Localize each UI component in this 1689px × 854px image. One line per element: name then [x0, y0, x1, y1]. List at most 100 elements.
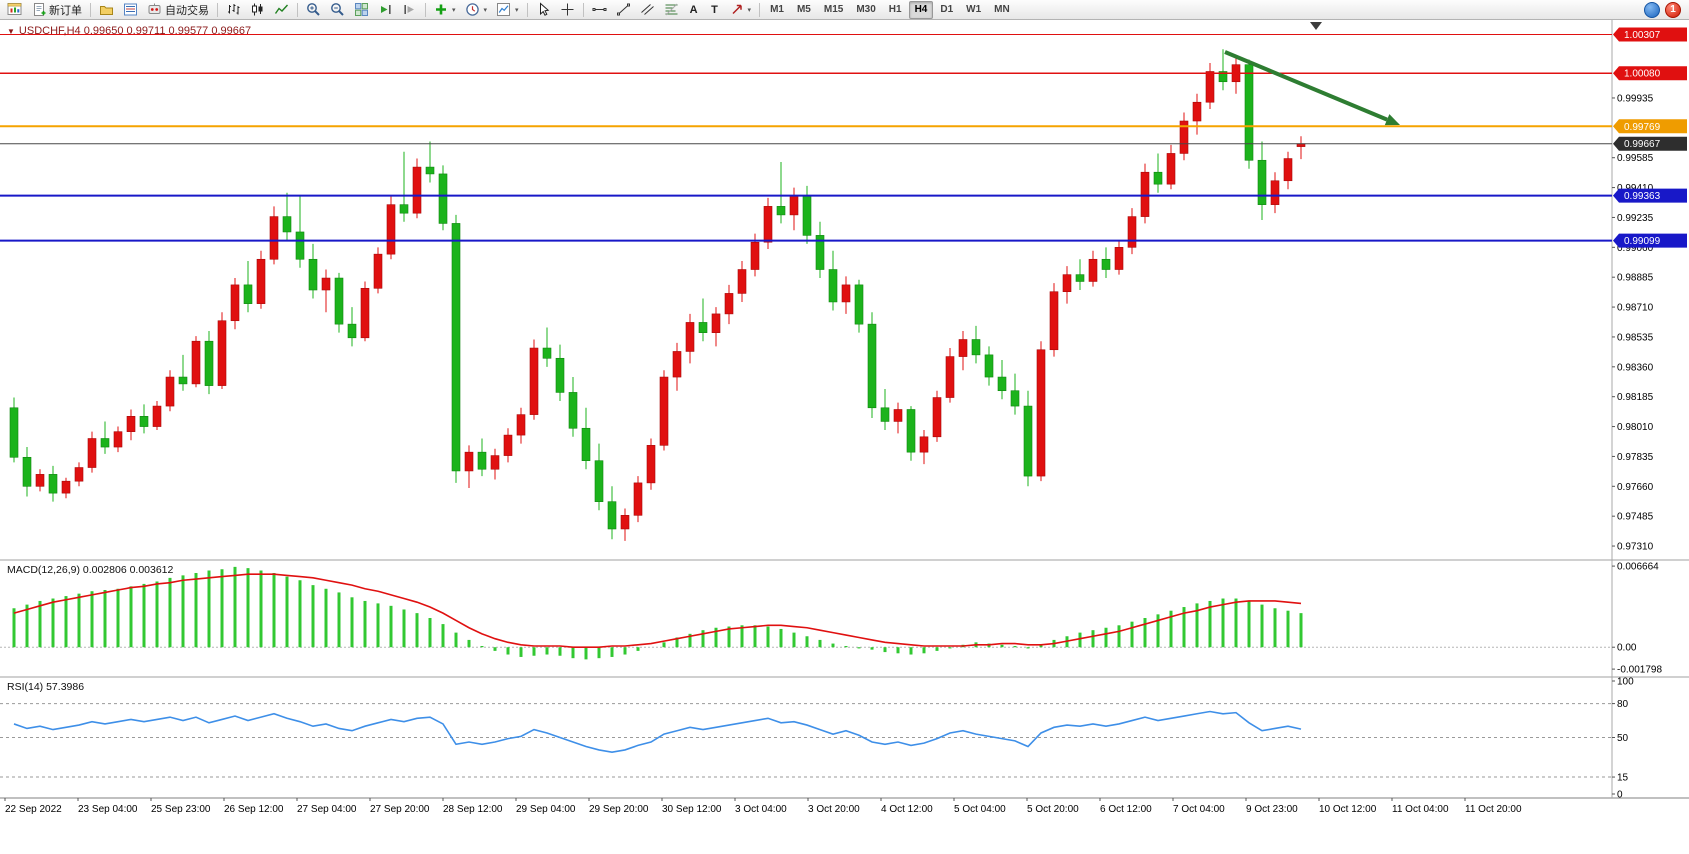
- timeframe-w1[interactable]: W1: [966, 4, 982, 15]
- horizontal-line-button[interactable]: [588, 1, 611, 19]
- chart-shift-marker[interactable]: [1310, 22, 1322, 30]
- time-axis-label: 10 Oct 12:00: [1319, 804, 1377, 815]
- candle: [347, 323, 357, 339]
- cursor-icon: [536, 2, 551, 17]
- candle: [438, 173, 448, 224]
- price-axis-label: 0.97310: [1617, 542, 1654, 553]
- toolbar-separator: [297, 2, 298, 17]
- timeframe-m5[interactable]: M5: [796, 4, 811, 15]
- indicators-icon: [434, 2, 448, 17]
- autotrading-icon: [147, 2, 162, 17]
- timeframe-m1[interactable]: M1: [770, 4, 784, 15]
- candle: [698, 322, 708, 333]
- price-badge: [1613, 66, 1687, 81]
- time-axis-label: 4 Oct 12:00: [881, 804, 933, 815]
- candle: [35, 474, 45, 487]
- candle: [711, 313, 721, 333]
- profiles-button[interactable]: [95, 1, 118, 19]
- label-tool-button[interactable]: T: [705, 1, 725, 19]
- zoom-in-icon: [306, 2, 321, 17]
- candle: [763, 206, 773, 243]
- candle: [217, 320, 227, 386]
- zoom-in-button[interactable]: [302, 1, 325, 19]
- new-order-label: 新订单: [49, 4, 82, 17]
- notification-badge[interactable]: 1: [1665, 1, 1681, 18]
- candle: [282, 216, 292, 233]
- timeframe-d1[interactable]: D1: [940, 4, 954, 15]
- candle: [74, 467, 84, 482]
- indicators-button[interactable]: ▾: [430, 1, 460, 19]
- candle: [334, 277, 344, 325]
- price-axis-label: 0.99060: [1617, 243, 1654, 254]
- candle: [165, 376, 175, 407]
- candlestick-chart-button[interactable]: [246, 1, 269, 19]
- candle: [1140, 171, 1150, 217]
- candle: [295, 231, 305, 260]
- candle: [48, 474, 58, 494]
- time-axis-label: 11 Oct 20:00: [1465, 804, 1522, 815]
- candle: [867, 323, 877, 409]
- templates-button[interactable]: ▾: [492, 1, 523, 19]
- zoom-out-icon: [330, 2, 345, 17]
- candle: [776, 206, 786, 216]
- text-tool-button[interactable]: A: [684, 1, 704, 19]
- timeframe-m15[interactable]: M15: [823, 4, 844, 15]
- auto-scroll-icon: [378, 2, 393, 17]
- time-axis-label: 30 Sep 12:00: [662, 804, 722, 815]
- rsi-axis-label: 100: [1617, 677, 1634, 688]
- new-order-button[interactable]: 新订单: [28, 1, 86, 19]
- candle: [529, 347, 539, 415]
- candle: [828, 269, 838, 303]
- autotrading-button[interactable]: 自动交易: [143, 1, 213, 19]
- time-axis-label: 25 Sep 23:00: [151, 804, 211, 815]
- timeframe-mn[interactable]: MN: [994, 4, 1010, 15]
- candle: [204, 340, 214, 386]
- time-axis-label: 9 Oct 23:00: [1246, 804, 1298, 815]
- candle: [724, 293, 734, 315]
- candle: [1114, 247, 1124, 270]
- trend-arrow[interactable]: [1224, 50, 1388, 122]
- tile-windows-button[interactable]: [350, 1, 373, 19]
- candle: [789, 195, 799, 216]
- candle: [399, 204, 409, 214]
- crosshair-button[interactable]: [556, 1, 579, 19]
- candle: [100, 438, 110, 448]
- channel-button[interactable]: [636, 1, 659, 19]
- autotrading-label: 自动交易: [165, 4, 209, 17]
- fibonacci-button[interactable]: [660, 1, 683, 19]
- candle: [425, 166, 435, 175]
- dropdown-arrow-icon: ▾: [515, 6, 519, 14]
- chart-shift-button[interactable]: [398, 1, 421, 19]
- market-watch-button[interactable]: [119, 1, 142, 19]
- candle: [477, 451, 487, 470]
- timeframe-m30[interactable]: M30: [856, 4, 876, 15]
- time-axis-label: 5 Oct 04:00: [954, 804, 1006, 815]
- price-badge: [1613, 119, 1687, 134]
- timeframe-h1[interactable]: H1: [888, 4, 902, 15]
- auto-scroll-button[interactable]: [374, 1, 397, 19]
- line-chart-button[interactable]: [270, 1, 293, 19]
- trendline-button[interactable]: [612, 1, 635, 19]
- candle: [178, 376, 188, 385]
- candle: [490, 455, 500, 470]
- timeframe-h4[interactable]: H4: [908, 0, 934, 19]
- toolbar-separator: [759, 2, 761, 17]
- cursor-button[interactable]: [532, 1, 555, 19]
- time-axis-label: 28 Sep 12:00: [443, 804, 503, 815]
- candle: [646, 445, 656, 484]
- candle: [971, 339, 981, 356]
- arrows-tool-button[interactable]: ▾: [726, 1, 756, 19]
- templates-icon: [496, 2, 511, 17]
- community-icon[interactable]: [1644, 1, 1660, 18]
- bar-chart-button[interactable]: [222, 1, 245, 19]
- candle: [542, 347, 552, 359]
- time-axis-label: 11 Oct 04:00: [1392, 804, 1449, 815]
- zoom-out-button[interactable]: [326, 1, 349, 19]
- bar-chart-icon: [226, 2, 241, 17]
- new-chart-button[interactable]: [3, 1, 27, 19]
- periods-button[interactable]: ▾: [461, 1, 492, 19]
- timeframe-toolbar: M1 M5 M15 M30 H1 H4 D1 W1 MN: [764, 0, 1016, 19]
- candle: [633, 482, 643, 516]
